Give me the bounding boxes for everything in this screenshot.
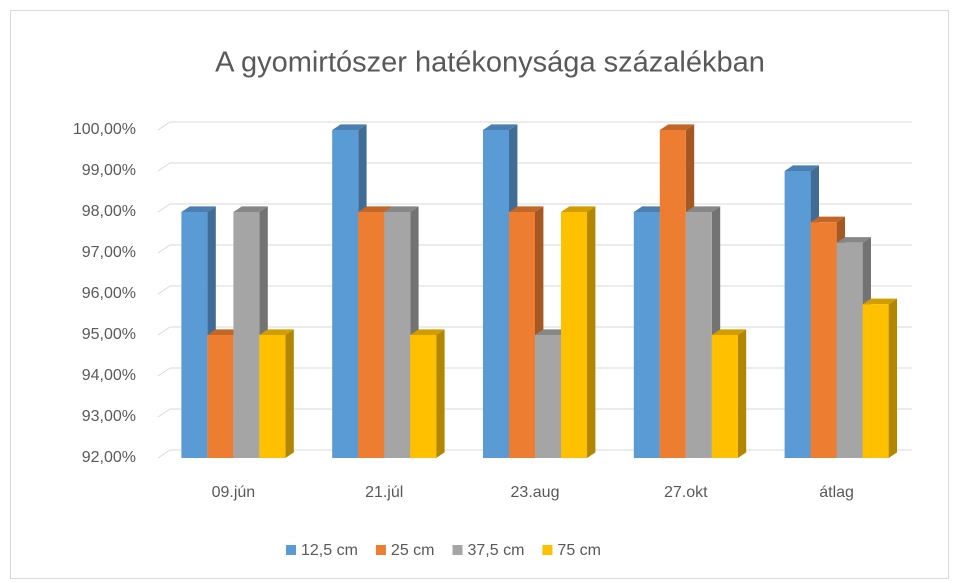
x-tick-label: 27.okt (664, 484, 708, 501)
bar (836, 242, 863, 458)
bar (483, 130, 509, 458)
grid-depth (157, 285, 171, 295)
y-tick-label: 92,00% (82, 449, 136, 466)
bar-side (285, 329, 294, 458)
bar-top (659, 124, 695, 130)
bar (535, 335, 561, 458)
bar-top (483, 124, 518, 130)
bar (862, 304, 889, 458)
legend-label: 75 cm (557, 542, 601, 559)
bar (181, 212, 208, 458)
bar (509, 212, 535, 458)
bar (259, 335, 286, 458)
y-tick-label: 94,00% (82, 367, 136, 384)
bar-top (784, 165, 819, 171)
bar-top (410, 329, 445, 335)
bar-side (737, 329, 747, 458)
bar (332, 130, 359, 458)
y-tick-label: 96,00% (82, 285, 136, 302)
legend-swatch (542, 545, 553, 555)
bar-top (862, 298, 897, 305)
bar-side (587, 206, 596, 458)
bar (685, 212, 712, 458)
bar-top (810, 216, 845, 223)
bar-top (332, 124, 367, 130)
y-tick-label: 98,00% (82, 203, 136, 220)
x-tick-label: 21.júl (365, 484, 403, 501)
bar (633, 212, 660, 458)
bar-side (888, 298, 897, 458)
bar-top (509, 206, 544, 212)
grid-depth (157, 449, 171, 459)
grid-depth (157, 408, 171, 418)
y-tick-label: 100,00% (73, 121, 136, 138)
bar-top (358, 206, 393, 212)
grid-depth (157, 367, 171, 377)
bar-top (181, 206, 216, 212)
legend-swatch (452, 545, 463, 555)
grid-depth (157, 326, 171, 336)
bar-top (711, 329, 747, 335)
x-tick-label: 09.jún (212, 484, 256, 501)
bar-side (436, 329, 445, 458)
legend-swatch (286, 545, 296, 555)
bar-top (836, 237, 871, 243)
bar (410, 335, 437, 458)
bar (784, 171, 811, 458)
x-tick-label: 23.aug (511, 484, 560, 501)
grid-depth (157, 162, 171, 172)
bar-top (561, 206, 596, 212)
bar (711, 335, 738, 458)
bar-top (259, 329, 294, 335)
bar-top (633, 206, 669, 212)
bar (358, 212, 385, 458)
bar (233, 212, 260, 458)
bar (561, 212, 587, 458)
y-tick-label: 93,00% (82, 408, 136, 425)
legend-swatch (375, 545, 386, 555)
bar (659, 130, 686, 458)
chart-title: A gyomirtószer hatékonysága százalékban (215, 47, 765, 79)
legend-label: 12,5 cm (301, 542, 358, 559)
bar-top (384, 206, 419, 212)
grid-depth (157, 121, 171, 131)
legend-label: 37,5 cm (468, 542, 525, 559)
y-tick-label: 95,00% (82, 326, 136, 343)
x-tick-label: átlag (819, 484, 854, 501)
bar-top (207, 329, 242, 335)
bar (384, 212, 411, 458)
bar (207, 335, 234, 458)
grid-depth (157, 203, 171, 213)
bar (810, 222, 837, 458)
bar-top (233, 206, 268, 212)
bar-top (535, 329, 570, 335)
grid-depth (157, 244, 171, 254)
y-tick-label: 99,00% (82, 162, 136, 179)
bar-top (685, 206, 721, 212)
y-tick-label: 97,00% (82, 244, 136, 261)
legend-label: 25 cm (391, 542, 435, 559)
